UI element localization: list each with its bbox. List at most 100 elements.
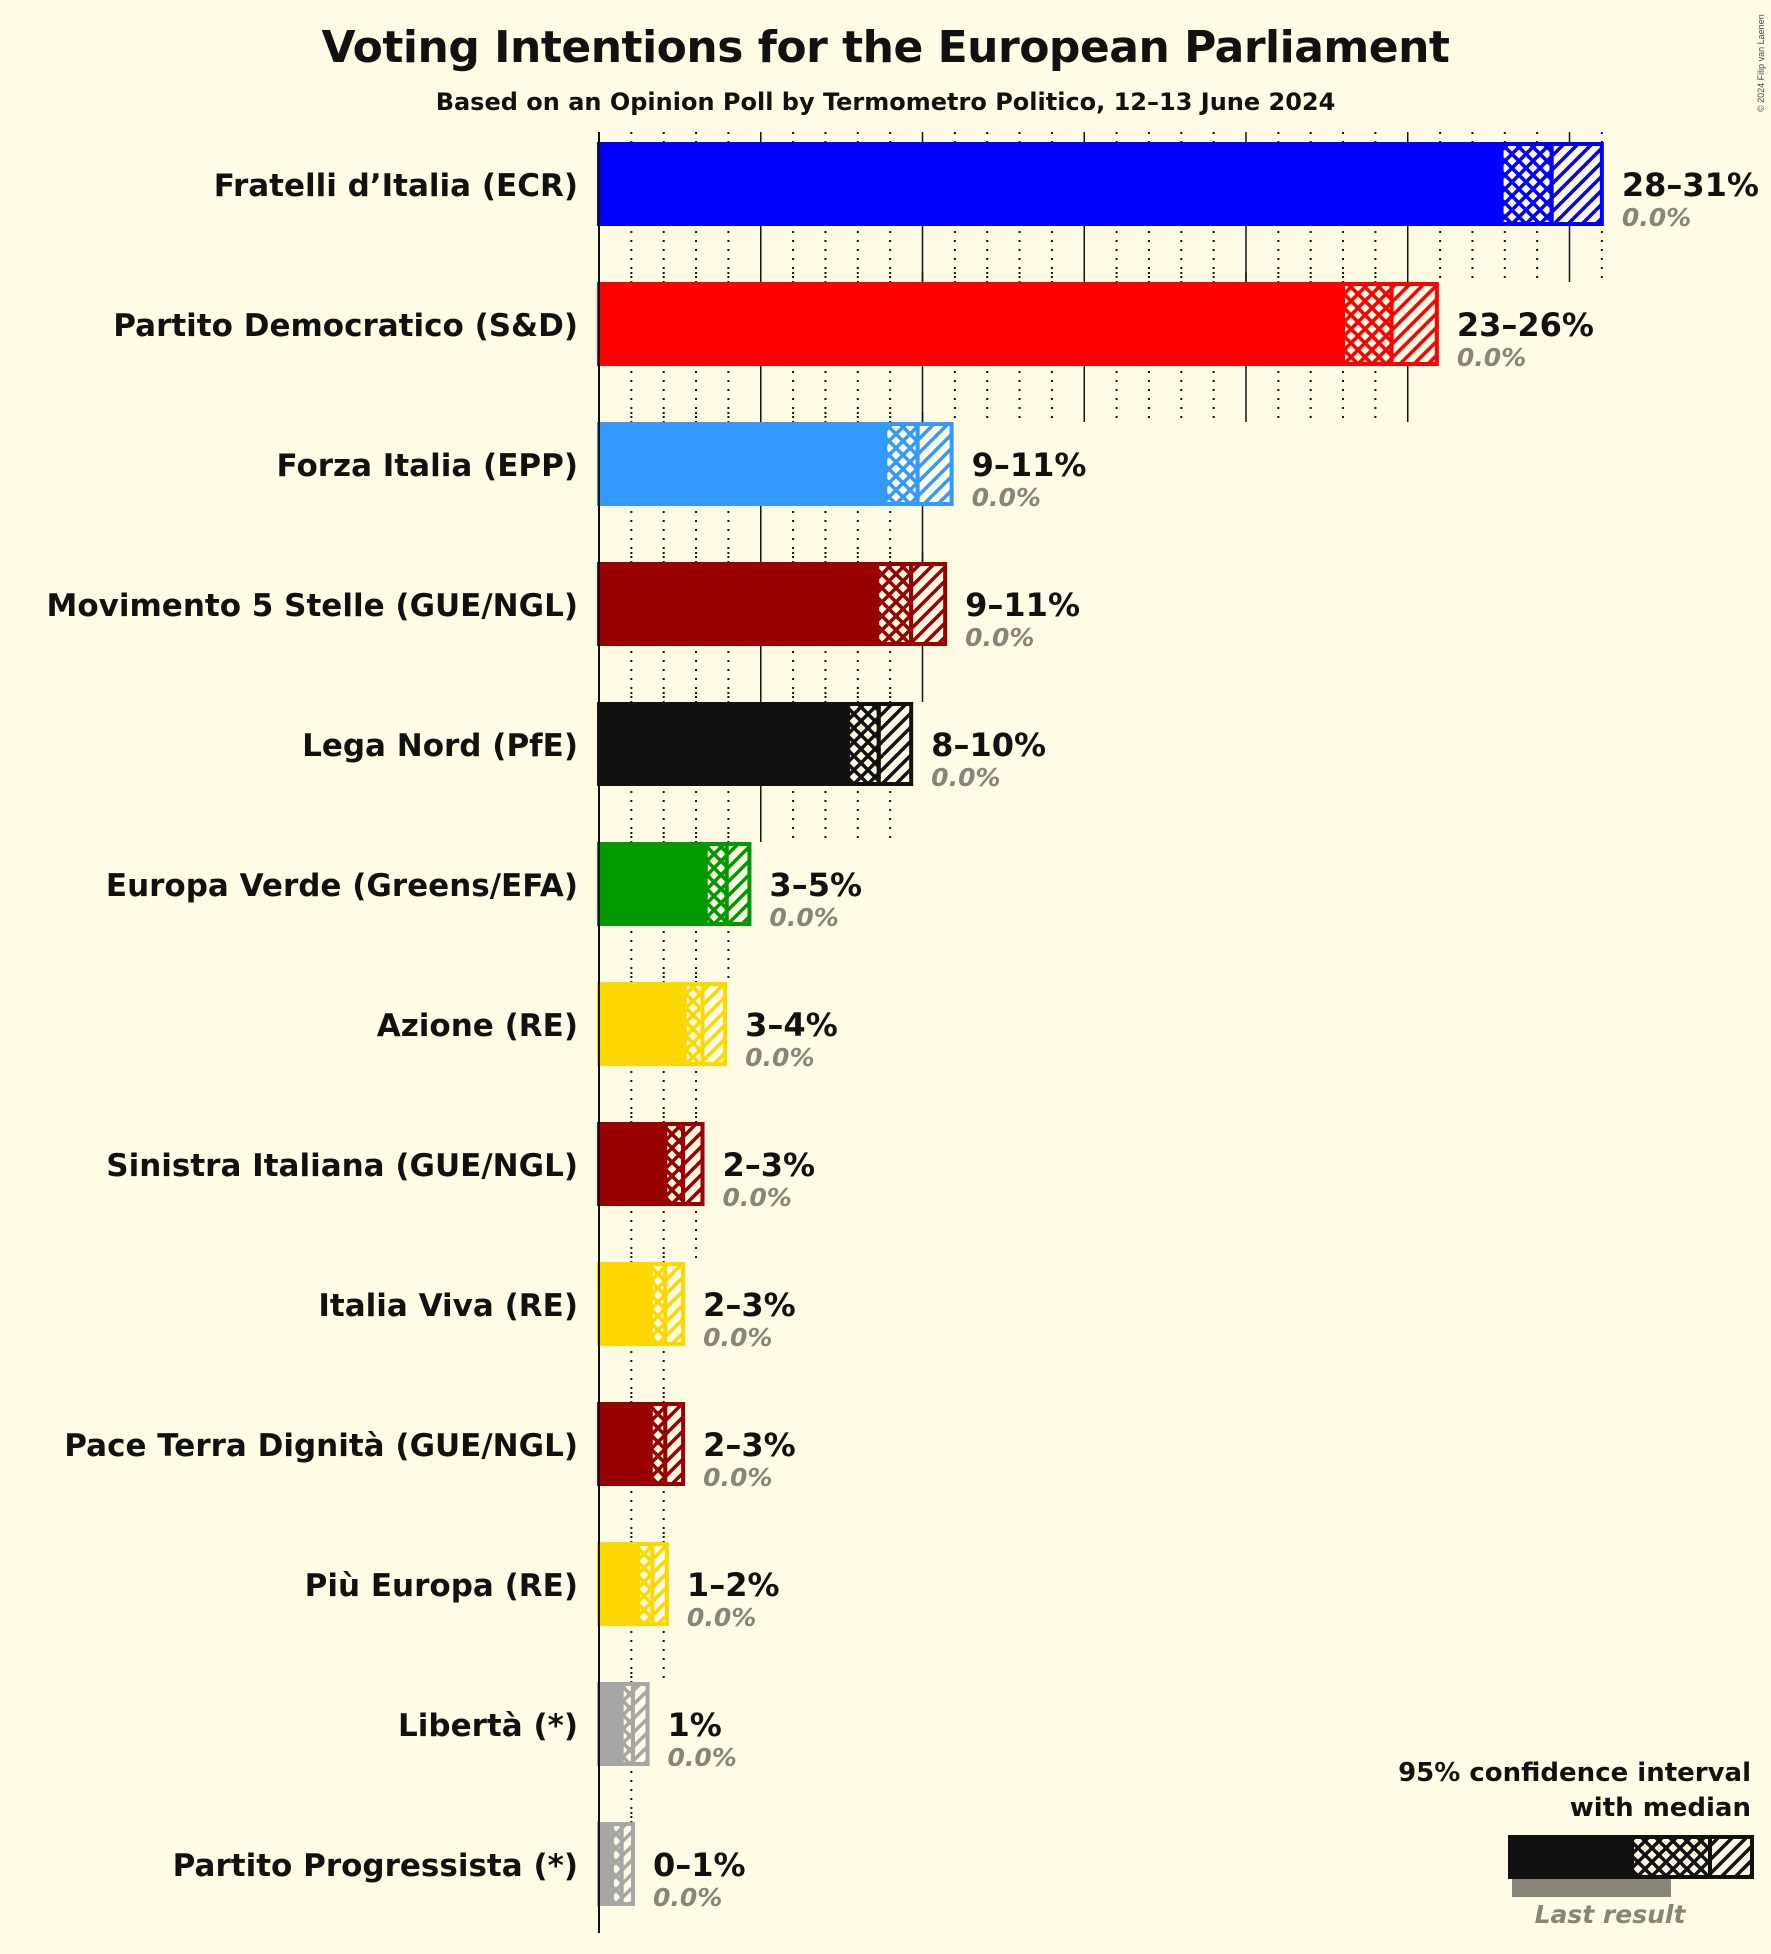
bar-ci-upper-half — [650, 1542, 669, 1626]
bar-ci-upper-half — [1389, 282, 1439, 366]
bar-solid — [597, 1402, 651, 1486]
legend-crosshatch-swatch — [1630, 1835, 1712, 1879]
bar-ci-upper-half — [630, 1682, 650, 1766]
range-label: 1–2% — [687, 1566, 780, 1604]
legend-graphic — [1508, 1835, 1754, 1897]
legend-diagonal-swatch — [1708, 1835, 1754, 1879]
bar-ci-upper-half — [681, 1122, 705, 1206]
bar-ci-upper-half — [909, 562, 948, 646]
bar-solid — [597, 1682, 622, 1766]
last-result-label: 0.0% — [1457, 343, 1526, 372]
range-label: 0–1% — [653, 1846, 746, 1884]
bar-solid — [597, 142, 1502, 226]
bar-ci-lower-half — [635, 1542, 655, 1626]
range-label: 2–3% — [703, 1426, 796, 1464]
last-result-label: 0.0% — [668, 1743, 737, 1772]
bar-row: Movimento 5 Stelle (GUE/NGL) 9–11%0.0% — [47, 562, 1080, 652]
bar-row: Europa Verde (Greens/EFA) 3–5%0.0% — [106, 842, 862, 932]
range-label: 1% — [668, 1706, 722, 1744]
party-label: Partito Democratico (S&D) — [113, 308, 578, 344]
range-label: 2–3% — [723, 1146, 816, 1184]
bar-solid — [597, 842, 706, 926]
last-result-label: 0.0% — [745, 1043, 814, 1072]
chart-subtitle: Based on an Opinion Poll by Termometro P… — [435, 88, 1336, 116]
bar-solid — [597, 982, 685, 1066]
range-label: 28–31% — [1622, 166, 1759, 204]
bar-ci-lower-half — [648, 1402, 668, 1486]
last-result-label: 0.0% — [965, 623, 1034, 652]
last-result-label: 0.0% — [723, 1183, 792, 1212]
legend-solid-swatch — [1508, 1835, 1632, 1879]
bars: Fratelli d’Italia (ECR) 28–31%0.0%Partito… — [47, 142, 1759, 1912]
bar-ci-upper-half — [663, 1402, 686, 1486]
bar-ci-upper-half — [876, 702, 914, 786]
bar-row: Forza Italia (EPP) 9–11%0.0% — [277, 422, 1087, 512]
bar-row: Azione (RE) 3–4%0.0% — [377, 982, 838, 1072]
legend-last-result-label: Last result — [1534, 1900, 1686, 1929]
bar-solid — [597, 1542, 638, 1626]
last-result-label: 0.0% — [1622, 203, 1691, 232]
chart-title: Voting Intentions for the European Parli… — [321, 22, 1450, 73]
bar-solid — [597, 1822, 612, 1906]
bar-solid — [597, 282, 1344, 366]
legend-line-2: with median — [1569, 1793, 1751, 1823]
party-label: Fratelli d’Italia (ECR) — [214, 168, 578, 204]
party-label: Partito Progressista (*) — [173, 1848, 578, 1884]
bar-ci-lower-half — [663, 1122, 686, 1206]
party-label: Pace Terra Dignità (GUE/NGL) — [64, 1428, 578, 1464]
bar-ci-upper-half — [1549, 142, 1604, 226]
last-result-label: 0.0% — [931, 763, 1000, 792]
party-label: Europa Verde (Greens/EFA) — [106, 868, 578, 904]
bar-ci-lower-half — [846, 702, 881, 786]
bar-ci-upper-half — [700, 982, 728, 1066]
legend-title: 95% confidence interval with median — [1398, 1756, 1751, 1826]
party-label: Più Europa (RE) — [305, 1568, 578, 1604]
last-result-label: 0.0% — [687, 1603, 756, 1632]
last-result-label: 0.0% — [769, 903, 838, 932]
last-result-label: 0.0% — [703, 1323, 772, 1352]
bar-ci-upper-half — [663, 1262, 686, 1346]
bar-ci-lower-half — [1341, 282, 1394, 366]
range-label: 3–5% — [769, 866, 862, 904]
bar-row: Più Europa (RE) 1–2%0.0% — [305, 1542, 780, 1632]
last-result-label: 0.0% — [972, 483, 1041, 512]
bar-ci-lower-half — [703, 842, 729, 926]
bar-solid — [597, 1122, 666, 1206]
bar-row: Pace Terra Dignità (GUE/NGL) 2–3%0.0% — [64, 1402, 796, 1492]
bar-row: Partito Progressista (*) 0–1%0.0% — [173, 1822, 746, 1912]
bar-solid — [597, 702, 849, 786]
party-label: Lega Nord (PfE) — [302, 728, 578, 764]
party-label: Azione (RE) — [377, 1008, 578, 1044]
bar-ci-upper-half — [619, 1822, 635, 1906]
bar-ci-lower-half — [648, 1262, 668, 1346]
bar-solid — [597, 422, 886, 506]
party-label: Sinistra Italiana (GUE/NGL) — [106, 1148, 578, 1184]
bar-row: Partito Democratico (S&D) 23–26%0.0% — [113, 282, 1594, 372]
bar-row: Libertà (*) 1%0.0% — [398, 1682, 737, 1772]
party-label: Movimento 5 Stelle (GUE/NGL) — [47, 588, 578, 624]
range-label: 3–4% — [745, 1006, 838, 1044]
bar-solid — [597, 1262, 651, 1346]
range-label: 9–11% — [965, 586, 1080, 624]
bar-row: Fratelli d’Italia (ECR) 28–31%0.0% — [214, 142, 1759, 232]
party-label: Forza Italia (EPP) — [277, 448, 578, 484]
bar-ci-lower-half — [883, 422, 920, 506]
legend-last-result-swatch — [1512, 1879, 1671, 1897]
bar-row: Italia Viva (RE) 2–3%0.0% — [318, 1262, 796, 1352]
range-label: 23–26% — [1457, 306, 1594, 344]
legend-line-1: 95% confidence interval — [1398, 1758, 1751, 1788]
bar-row: Lega Nord (PfE) 8–10%0.0% — [302, 702, 1046, 792]
last-result-label: 0.0% — [703, 1463, 772, 1492]
bar-solid — [597, 562, 878, 646]
bar-ci-lower-half — [875, 562, 914, 646]
party-label: Libertà (*) — [398, 1708, 578, 1744]
range-label: 8–10% — [931, 726, 1046, 764]
range-label: 2–3% — [703, 1286, 796, 1324]
bar-ci-lower-half — [1499, 142, 1554, 226]
bar-ci-upper-half — [724, 842, 752, 926]
last-result-label: 0.0% — [653, 1883, 722, 1912]
bar-row: Sinistra Italiana (GUE/NGL) 2–3%0.0% — [106, 1122, 815, 1212]
bar-ci-lower-half — [682, 982, 705, 1066]
range-label: 9–11% — [972, 446, 1087, 484]
